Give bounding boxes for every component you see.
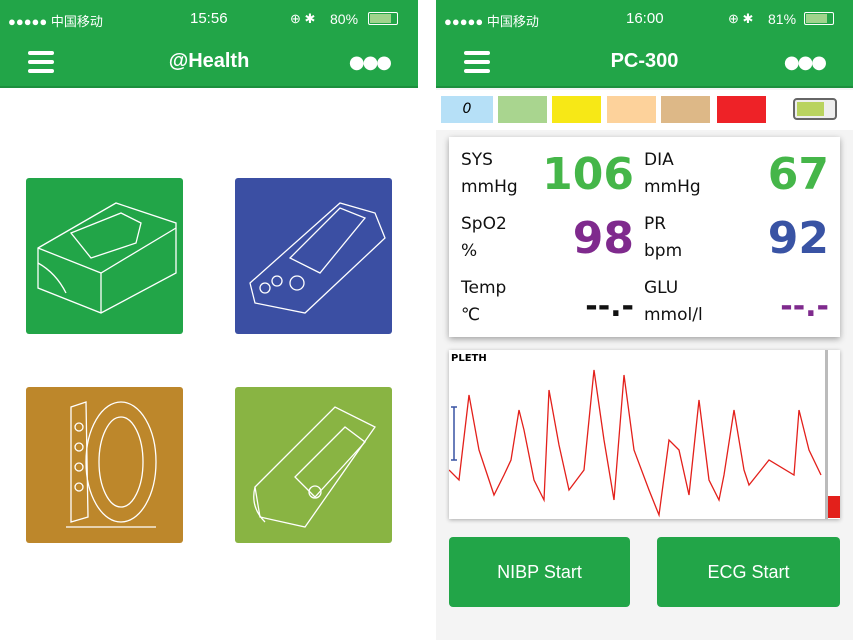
vital-unit: mmHg — [644, 177, 701, 197]
battery-icon — [804, 12, 834, 25]
bluetooth-icon: ⊕ ✱ — [728, 11, 754, 26]
nav-bar: PC-300 ●●● — [436, 38, 853, 88]
nav-bar: @Health ●●● — [0, 38, 418, 88]
vital-name: PR — [644, 214, 667, 234]
nibp-start-button[interactable]: NIBP Start — [449, 537, 630, 607]
vital-value: --.- — [780, 289, 829, 324]
device-battery-icon — [793, 98, 837, 120]
vital-label: DIA mmHg — [644, 147, 701, 201]
time: 15:56 — [190, 10, 228, 27]
ecg-device-icon — [66, 401, 157, 528]
tile-monitor[interactable] — [235, 178, 392, 334]
level-segment: 0 — [441, 96, 493, 123]
vital-label: SpO2% — [461, 211, 507, 265]
battery-percent: 80% — [330, 11, 359, 27]
time: 16:00 — [626, 10, 664, 27]
level-segment — [552, 96, 601, 123]
more-icon[interactable]: ●●● — [783, 52, 827, 73]
tile-ecg[interactable] — [26, 387, 183, 543]
page-title: @Health — [168, 50, 250, 72]
vital-value: 92 — [767, 213, 829, 264]
monitor-icon — [249, 202, 386, 314]
vital-label: GLU mmol/l — [644, 275, 703, 329]
vital-value: 106 — [542, 149, 634, 200]
vital-unit: mmHg — [461, 177, 518, 197]
level-segment — [498, 96, 547, 123]
vital-label: SYS mmHg — [461, 147, 518, 201]
vital-value: 98 — [572, 213, 634, 264]
menu-icon[interactable] — [28, 51, 54, 73]
battery-percent: 81% — [768, 11, 797, 27]
pleth-panel: PLETH — [449, 350, 840, 519]
vital-label: PR bpm — [644, 211, 682, 265]
oximeter-icon — [37, 202, 177, 314]
vital-unit: ℃ — [461, 305, 481, 325]
vital-unit: bpm — [644, 241, 683, 261]
level-segment — [717, 96, 766, 123]
level-segment — [607, 96, 656, 123]
carrier: ●●●●● 中国移动 — [8, 14, 103, 29]
status-bar: ●●●●● 中国移动 15:56 ⊕ ✱ 80% — [0, 0, 418, 38]
bluetooth-icon: ⊕ ✱ — [290, 11, 316, 26]
vital-label: Temp ℃ — [461, 275, 506, 329]
vital-name: SpO2 — [461, 214, 507, 234]
status-bar: ●●●●● 中国移动 16:00 ⊕ ✱ 81% — [436, 0, 853, 38]
vital-value: 67 — [767, 149, 829, 200]
vitals-card: SYS mmHg 106 DIA mmHg 67 SpO2% 98 PR bpm 92 Temp ℃ --… — [449, 137, 840, 337]
vital-name: Temp — [461, 278, 507, 298]
pc300-screen: ●●●●● 中国移动 16:00 ⊕ ✱ 81% PC-300 ●●● 0 SY… — [436, 0, 853, 640]
vital-unit: % — [461, 241, 478, 261]
carrier: ●●●●● 中国移动 — [444, 14, 539, 29]
tile-bp-monitor[interactable] — [235, 387, 392, 543]
battery-icon — [368, 12, 398, 25]
page-title: PC-300 — [610, 50, 679, 72]
vital-value: --.- — [585, 289, 634, 324]
tile-oximeter[interactable] — [26, 178, 183, 334]
health-screen: ●●●●● 中国移动 15:56 ⊕ ✱ 80% @Health ●●● — [0, 0, 418, 640]
pleth-waveform — [449, 350, 840, 519]
vital-name: DIA — [644, 150, 674, 170]
bp-cuff-icon — [253, 406, 376, 528]
vital-name: SYS — [461, 150, 493, 170]
pleth-label: PLETH — [451, 353, 487, 364]
vital-name: GLU — [644, 278, 679, 298]
vital-unit: mmol/l — [644, 305, 703, 325]
menu-icon[interactable] — [464, 51, 490, 73]
more-icon[interactable]: ●●● — [348, 52, 392, 73]
level-segment — [661, 96, 710, 123]
ecg-start-button[interactable]: ECG Start — [657, 537, 840, 607]
